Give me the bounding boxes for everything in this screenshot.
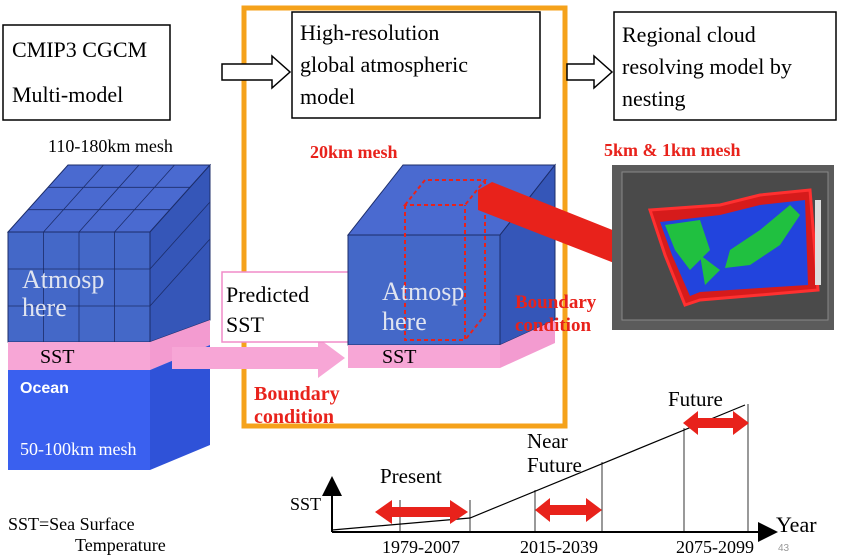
- grid-line: [78, 164, 140, 233]
- cube-text: Atmosp: [382, 277, 464, 306]
- nest-region: [402, 179, 488, 341]
- box-text: High-resolution: [300, 20, 439, 45]
- grid-line: [114, 164, 175, 233]
- mesh-label: 50-100km mesh: [20, 439, 137, 459]
- boundary-label: condition: [254, 406, 334, 428]
- box-text: global atmospheric: [300, 52, 468, 77]
- period-years: 2075-2099: [676, 537, 754, 557]
- sst-arrow: [172, 338, 345, 378]
- flow-arrow: [221, 54, 292, 90]
- period-label: Near: [527, 429, 568, 453]
- grid-line: [149, 238, 211, 307]
- box-text: CMIP3 CGCM: [12, 37, 147, 62]
- regional-map: [612, 165, 834, 330]
- sst-layer: [348, 345, 500, 368]
- predicted-text: Predicted: [226, 282, 309, 307]
- flow-arrow: [566, 54, 614, 90]
- axis-label: SST: [290, 494, 321, 514]
- layer-label: SST: [40, 346, 74, 368]
- footnote: SST=Sea Surface: [8, 514, 135, 534]
- predicted-text: SST: [226, 312, 264, 337]
- cube-text: here: [382, 307, 427, 336]
- period-years: 2015-2039: [520, 537, 598, 557]
- timeline: [322, 404, 778, 542]
- box-text: nesting: [622, 86, 686, 111]
- box-text: Multi-model: [12, 82, 123, 107]
- boundary-label: Boundary: [515, 292, 597, 313]
- cube-text: Atmosp: [22, 265, 104, 294]
- footnote: Temperature: [75, 535, 166, 555]
- period-label: Future: [668, 387, 723, 411]
- grid-line: [43, 164, 104, 233]
- global-box: [291, 11, 541, 119]
- layer-label: Ocean: [20, 380, 69, 397]
- box-text: Regional cloud: [622, 22, 756, 47]
- mesh-label: 110-180km mesh: [48, 136, 173, 156]
- page-number: 43: [778, 543, 790, 554]
- period-years: 1979-2007: [382, 537, 460, 557]
- left-cube: [6, 163, 212, 470]
- box-text: resolving model by: [622, 54, 792, 79]
- mesh-label: 20km mesh: [310, 142, 398, 162]
- color-scale: [815, 200, 821, 285]
- period-arrows: [375, 411, 749, 524]
- layer-label: SST: [382, 346, 416, 368]
- sst-side: [150, 320, 210, 370]
- ocean-layer: [8, 370, 150, 470]
- axis-label: Year: [776, 512, 817, 537]
- sst-side: [500, 320, 555, 368]
- grid-line: [149, 201, 211, 270]
- regional-box: [613, 11, 837, 121]
- ocean-side: [150, 345, 210, 470]
- box-text: model: [300, 84, 355, 109]
- boundary-label: Boundary: [254, 383, 340, 405]
- period-label: Present: [380, 464, 442, 488]
- land: [665, 205, 800, 285]
- boundary-label: condition: [515, 315, 591, 336]
- cmip3-box: [2, 24, 171, 121]
- cube-text: here: [22, 293, 67, 322]
- mesh-label: 5km & 1km mesh: [604, 140, 741, 160]
- period-label: Future: [527, 453, 582, 477]
- sst-layer: [8, 342, 150, 370]
